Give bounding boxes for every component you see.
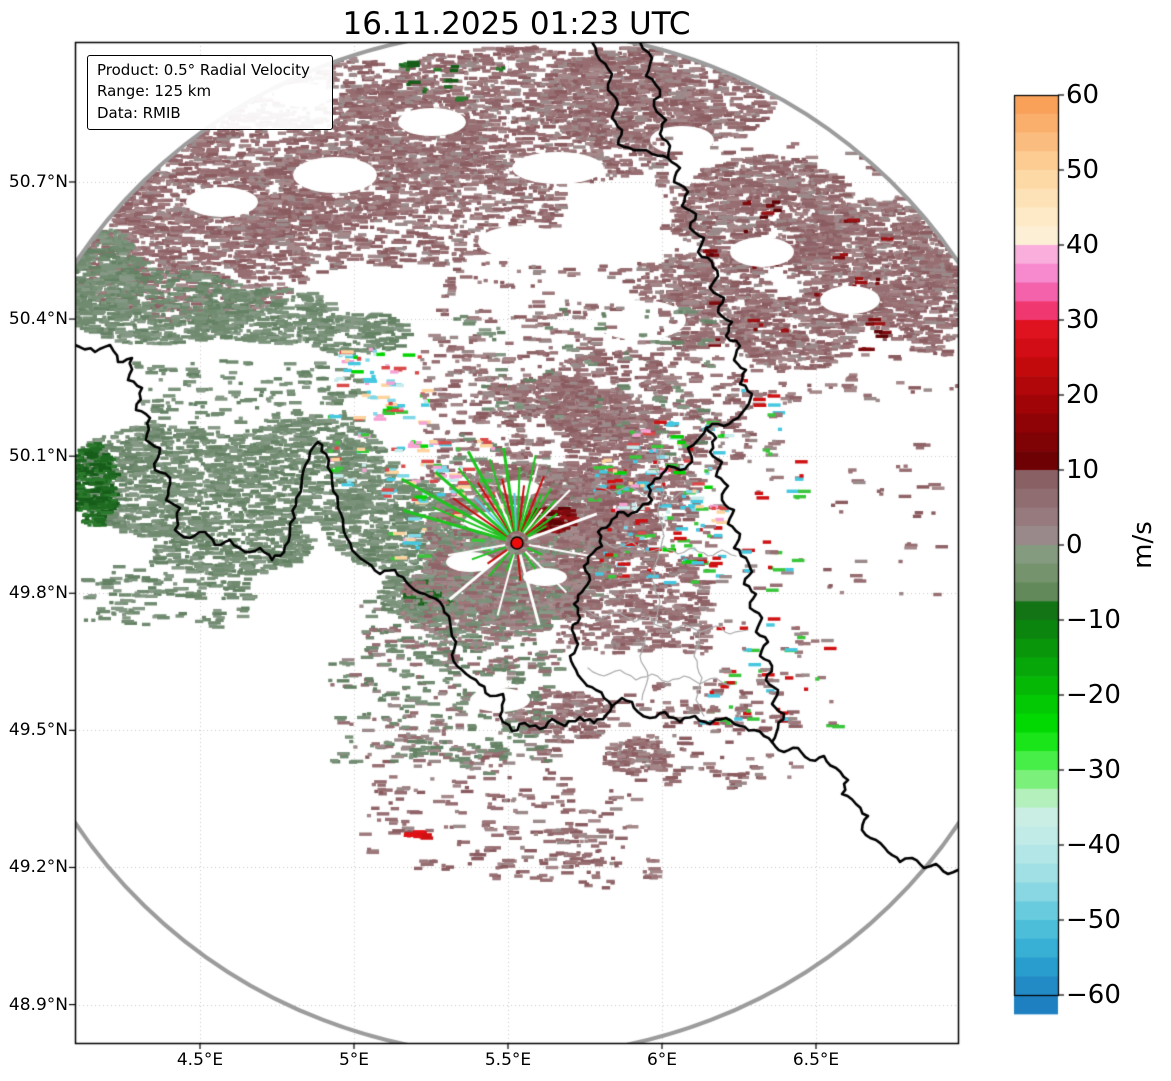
lat-tick-label: 50.7°N	[8, 171, 68, 192]
lon-tick-label: 6.5°E	[792, 1050, 840, 1070]
lat-tick-label: 50.4°N	[8, 309, 68, 330]
lon-tick-label: 4.5°E	[176, 1050, 224, 1070]
product-info-box: Product: 0.5° Radial Velocity Range: 125…	[87, 55, 333, 130]
lon-tick-label: 6°E	[646, 1050, 678, 1070]
colorbar-tick-label: 0	[1066, 530, 1083, 560]
colorbar-tick-label: −10	[1066, 605, 1121, 635]
figure-title: 16.11.2025 01:23 UTC	[342, 6, 691, 42]
data-source-line: Data: RMIB	[97, 103, 181, 122]
colorbar-tick-label: −60	[1066, 980, 1121, 1010]
colorbar-tick-label: −40	[1066, 830, 1121, 860]
colorbar-units-label: m/s	[1128, 521, 1158, 569]
colorbar-tick-label: 50	[1066, 155, 1100, 185]
lat-tick-label: 49.5°N	[8, 720, 68, 741]
colorbar-tick-label: 20	[1066, 380, 1100, 410]
colorbar-tick-label: −50	[1066, 905, 1121, 935]
colorbar-tick-label: −20	[1066, 680, 1121, 710]
range-line: Range: 125 km	[97, 82, 212, 101]
lat-tick-label: 49.8°N	[8, 583, 68, 604]
colorbar-tick-label: 30	[1066, 305, 1100, 335]
colorbar-tick-label: 60	[1066, 80, 1100, 110]
lon-tick-label: 5°E	[338, 1050, 370, 1070]
lon-tick-label: 5.5°E	[484, 1050, 532, 1070]
lat-tick-label: 48.9°N	[8, 994, 68, 1015]
lat-tick-label: 50.1°N	[8, 446, 68, 467]
lat-tick-label: 49.2°N	[8, 857, 68, 878]
product-line: Product: 0.5° Radial Velocity	[97, 61, 310, 79]
colorbar-tick-label: −30	[1066, 755, 1121, 785]
colorbar-tick-label: 10	[1066, 455, 1100, 485]
colorbar-tick-label: 40	[1066, 230, 1100, 260]
